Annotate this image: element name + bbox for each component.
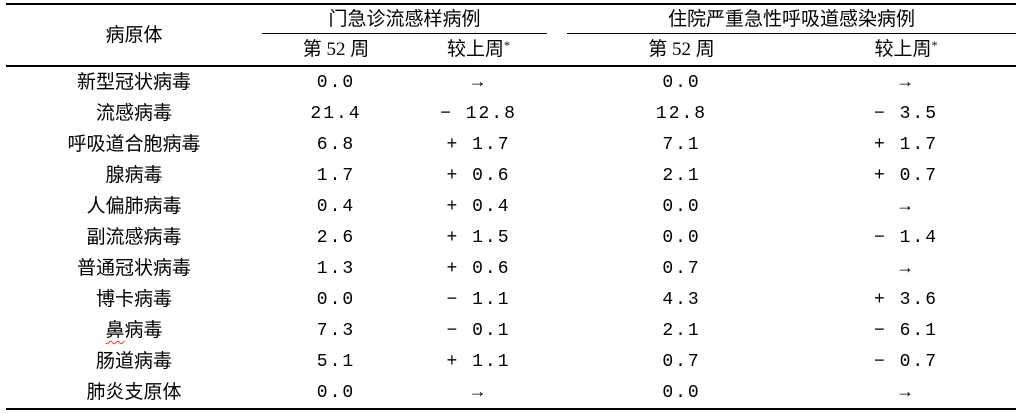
ili-change-cell: − 0.1 bbox=[446, 320, 511, 341]
sari-week-cell: 12.8 bbox=[655, 103, 708, 124]
ili-change-cell: → bbox=[472, 72, 485, 93]
column-gap bbox=[547, 191, 567, 222]
sari-change-cell: → bbox=[899, 196, 913, 217]
sari-change-cell: + 0.7 bbox=[874, 165, 939, 186]
column-gap bbox=[547, 66, 567, 98]
ili-week-cell: 7.3 bbox=[316, 320, 356, 341]
table-row: 肺炎支原体 0.0 → 0.0 → bbox=[6, 377, 1016, 409]
ili-change-cell: → bbox=[472, 382, 485, 403]
ili-week-cell: 0.0 bbox=[316, 72, 356, 93]
sari-change-cell: − 1.4 bbox=[874, 227, 939, 248]
ili-week-cell: 1.7 bbox=[316, 165, 356, 186]
sari-week-cell: 2.1 bbox=[662, 320, 701, 341]
sari-change-label: 较上周 bbox=[874, 39, 932, 60]
ili-week-cell: 5.1 bbox=[316, 351, 356, 372]
table-row: 腺病毒 1.7 + 0.6 2.1 + 0.7 bbox=[6, 160, 1016, 191]
asterisk-superscript: * bbox=[504, 38, 511, 52]
pathogen-cell: 鼻病毒 bbox=[6, 315, 262, 346]
column-gap bbox=[547, 315, 567, 346]
sari-change-cell: − 0.7 bbox=[874, 351, 939, 372]
pathogen-cell: 博卡病毒 bbox=[95, 289, 172, 310]
ili-week-cell: 0.0 bbox=[316, 382, 356, 403]
ili-change-cell: + 1.1 bbox=[446, 351, 511, 372]
sari-change-cell: + 1.7 bbox=[874, 134, 939, 155]
pathogen-name-rest: 病毒 bbox=[124, 320, 163, 341]
column-gap bbox=[547, 284, 567, 315]
ili-change-header: 较上周* bbox=[410, 33, 548, 67]
table-row: 新型冠状病毒 0.0 → 0.0 → bbox=[6, 66, 1016, 98]
table-row: 鼻病毒 7.3 − 0.1 2.1 − 6.1 bbox=[6, 315, 1016, 346]
pathogen-cell: 普通冠状病毒 bbox=[76, 258, 191, 279]
table-header: 病原体 门急诊流感样病例 住院严重急性呼吸道感染病例 第 52 周 较上周* 第… bbox=[6, 4, 1017, 67]
table-row: 人偏肺病毒 0.4 + 0.4 0.0 → bbox=[6, 191, 1016, 222]
asterisk-superscript: * bbox=[931, 38, 938, 52]
spellcheck-marked-text: 鼻 bbox=[105, 320, 125, 341]
column-gap bbox=[547, 160, 567, 191]
pathogen-surveillance-table: 病原体 门急诊流感样病例 住院严重急性呼吸道感染病例 第 52 周 较上周* 第… bbox=[6, 3, 1017, 410]
pathogen-cell: 副流感病毒 bbox=[86, 227, 182, 248]
sari-week-cell: 0.7 bbox=[662, 258, 701, 279]
table-row: 肠道病毒 5.1 + 1.1 0.7 − 0.7 bbox=[6, 346, 1016, 377]
table-row: 博卡病毒 0.0 − 1.1 4.3 + 3.6 bbox=[6, 284, 1016, 315]
sari-change-cell: → bbox=[899, 72, 913, 93]
sari-week-cell: 0.0 bbox=[662, 72, 701, 93]
group-header-row: 病原体 门急诊流感样病例 住院严重急性呼吸道感染病例 bbox=[6, 4, 1017, 67]
column-gap bbox=[547, 377, 567, 409]
pathogen-cell: 肠道病毒 bbox=[95, 351, 172, 372]
pathogen-cell: 腺病毒 bbox=[105, 165, 163, 186]
table-row: 流感病毒 21.4 − 12.8 12.8 − 3.5 bbox=[6, 98, 1016, 129]
column-gap bbox=[547, 346, 567, 377]
table-row: 普通冠状病毒 1.3 + 0.6 0.7 → bbox=[6, 253, 1016, 284]
sari-week-cell: 4.3 bbox=[662, 289, 701, 310]
sari-week-cell: 7.1 bbox=[662, 134, 701, 155]
pathogen-cell: 呼吸道合胞病毒 bbox=[67, 134, 201, 155]
sari-change-cell: − 6.1 bbox=[874, 320, 939, 341]
ili-change-cell: + 1.7 bbox=[446, 134, 511, 155]
table-row: 副流感病毒 2.6 + 1.5 0.0 − 1.4 bbox=[6, 222, 1016, 253]
ili-week-cell: 0.0 bbox=[316, 289, 356, 310]
column-gap bbox=[547, 4, 568, 67]
ili-change-label: 较上周 bbox=[447, 39, 505, 60]
pathogen-cell: 新型冠状病毒 bbox=[76, 72, 191, 93]
column-gap bbox=[547, 253, 567, 284]
sari-week-cell: 0.0 bbox=[662, 227, 701, 248]
pathogen-cell: 肺炎支原体 bbox=[86, 382, 182, 403]
table-row: 呼吸道合胞病毒 6.8 + 1.7 7.1 + 1.7 bbox=[6, 129, 1016, 160]
sari-change-header: 较上周* bbox=[796, 33, 1017, 67]
sari-change-cell: → bbox=[899, 258, 913, 279]
ili-change-cell: + 0.6 bbox=[446, 165, 511, 186]
sari-week-cell: 2.1 bbox=[662, 165, 701, 186]
ili-week-cell: 21.4 bbox=[310, 103, 362, 124]
pathogen-column-header: 病原体 bbox=[6, 4, 262, 67]
ili-week-header: 第 52 周 bbox=[262, 33, 410, 67]
sari-week-cell: 0.0 bbox=[662, 382, 701, 403]
sari-change-cell: → bbox=[899, 382, 913, 403]
pathogen-cell: 流感病毒 bbox=[95, 103, 172, 124]
ili-change-cell: − 1.1 bbox=[446, 289, 511, 310]
sari-week-header: 第 52 周 bbox=[567, 33, 797, 67]
ili-week-cell: 0.4 bbox=[316, 196, 356, 217]
ili-change-cell: − 12.8 bbox=[440, 103, 517, 124]
sari-group-header: 住院严重急性呼吸道感染病例 bbox=[567, 4, 1017, 34]
ili-change-cell: + 1.5 bbox=[446, 227, 511, 248]
sub-header-row: 第 52 周 较上周* 第 52 周 较上周* bbox=[6, 33, 1017, 67]
pathogen-cell: 人偏肺病毒 bbox=[86, 196, 182, 217]
ili-change-cell: + 0.6 bbox=[446, 258, 511, 279]
ili-week-cell: 1.3 bbox=[316, 258, 356, 279]
sari-week-cell: 0.7 bbox=[662, 351, 701, 372]
sari-change-cell: + 3.6 bbox=[874, 289, 939, 310]
table-body: 新型冠状病毒 0.0 → 0.0 → 流感病毒 21.4 − 12.8 12.8… bbox=[6, 66, 1016, 409]
ili-group-header: 门急诊流感样病例 bbox=[262, 4, 548, 34]
column-gap bbox=[547, 222, 567, 253]
sari-week-cell: 0.0 bbox=[662, 196, 701, 217]
ili-change-cell: + 0.4 bbox=[446, 196, 511, 217]
ili-week-cell: 6.8 bbox=[316, 134, 356, 155]
column-gap bbox=[547, 129, 567, 160]
ili-week-cell: 2.6 bbox=[316, 227, 356, 248]
column-gap bbox=[547, 98, 567, 129]
sari-change-cell: − 3.5 bbox=[874, 103, 939, 124]
